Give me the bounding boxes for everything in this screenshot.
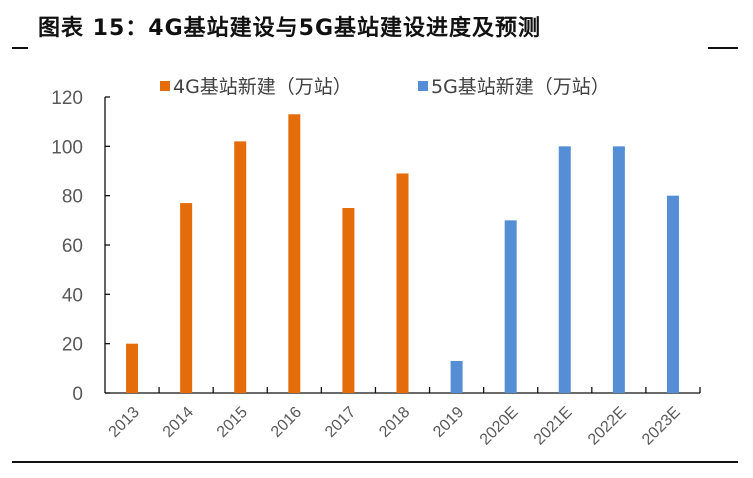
chart-legend: 4G基站新建（万站） 5G基站新建（万站）	[0, 72, 753, 98]
title-rule-right	[708, 47, 738, 49]
x-tick-label: 2019	[430, 404, 467, 441]
bar-4g	[234, 141, 247, 393]
legend-label-4g: 4G基站新建（万站）	[173, 76, 352, 98]
title-rule-left	[12, 47, 28, 49]
legend-swatch-4g	[160, 80, 170, 91]
figure-title: 图表 15：4G基站建设与5G基站建设进度及预测	[38, 16, 542, 41]
legend-item-5g: 5G基站新建（万站）	[418, 72, 610, 99]
y-tick-label: 40	[62, 285, 83, 306]
bar-5g	[558, 146, 571, 393]
y-tick-label: 100	[51, 137, 83, 158]
x-tick-label: 2017	[322, 404, 359, 441]
x-tick-label: 2023E	[639, 404, 684, 449]
y-tick-label: 60	[62, 236, 83, 257]
x-tick-label: 2020E	[477, 404, 522, 449]
x-axis: 2013 2014 2015 2016 2017 2018 2019 2020E 2021E 20…	[105, 387, 701, 449]
bar-5g	[504, 220, 517, 393]
x-tick-label: 2014	[160, 404, 197, 441]
bar-5g	[666, 195, 679, 393]
x-tick-label: 2015	[214, 404, 251, 441]
bar-4g	[126, 343, 139, 393]
bar-4g	[288, 114, 301, 394]
bar-5g	[612, 146, 625, 393]
bar-4g	[342, 208, 355, 393]
bars	[126, 114, 679, 394]
bar-4g	[396, 173, 409, 393]
y-tick-label: 120	[51, 88, 83, 109]
y-tick-label: 20	[62, 335, 83, 356]
bar-4g	[180, 203, 193, 393]
bottom-rule	[12, 461, 738, 463]
legend-item-4g: 4G基站新建（万站）	[160, 72, 352, 99]
y-tick-label: 0	[72, 384, 83, 405]
x-tick-label: 2018	[376, 404, 413, 441]
legend-swatch-5g	[418, 80, 428, 91]
bar-5g	[450, 360, 463, 393]
x-tick-label: 2013	[106, 404, 143, 441]
x-tick-label: 2022E	[585, 404, 630, 449]
x-tick-label: 2016	[268, 404, 305, 441]
legend-label-5g: 5G基站新建（万站）	[431, 76, 610, 98]
x-tick-label: 2021E	[531, 404, 576, 449]
y-axis: 0 20 40 60 80 100 120	[51, 88, 110, 405]
y-tick-label: 80	[62, 187, 83, 208]
